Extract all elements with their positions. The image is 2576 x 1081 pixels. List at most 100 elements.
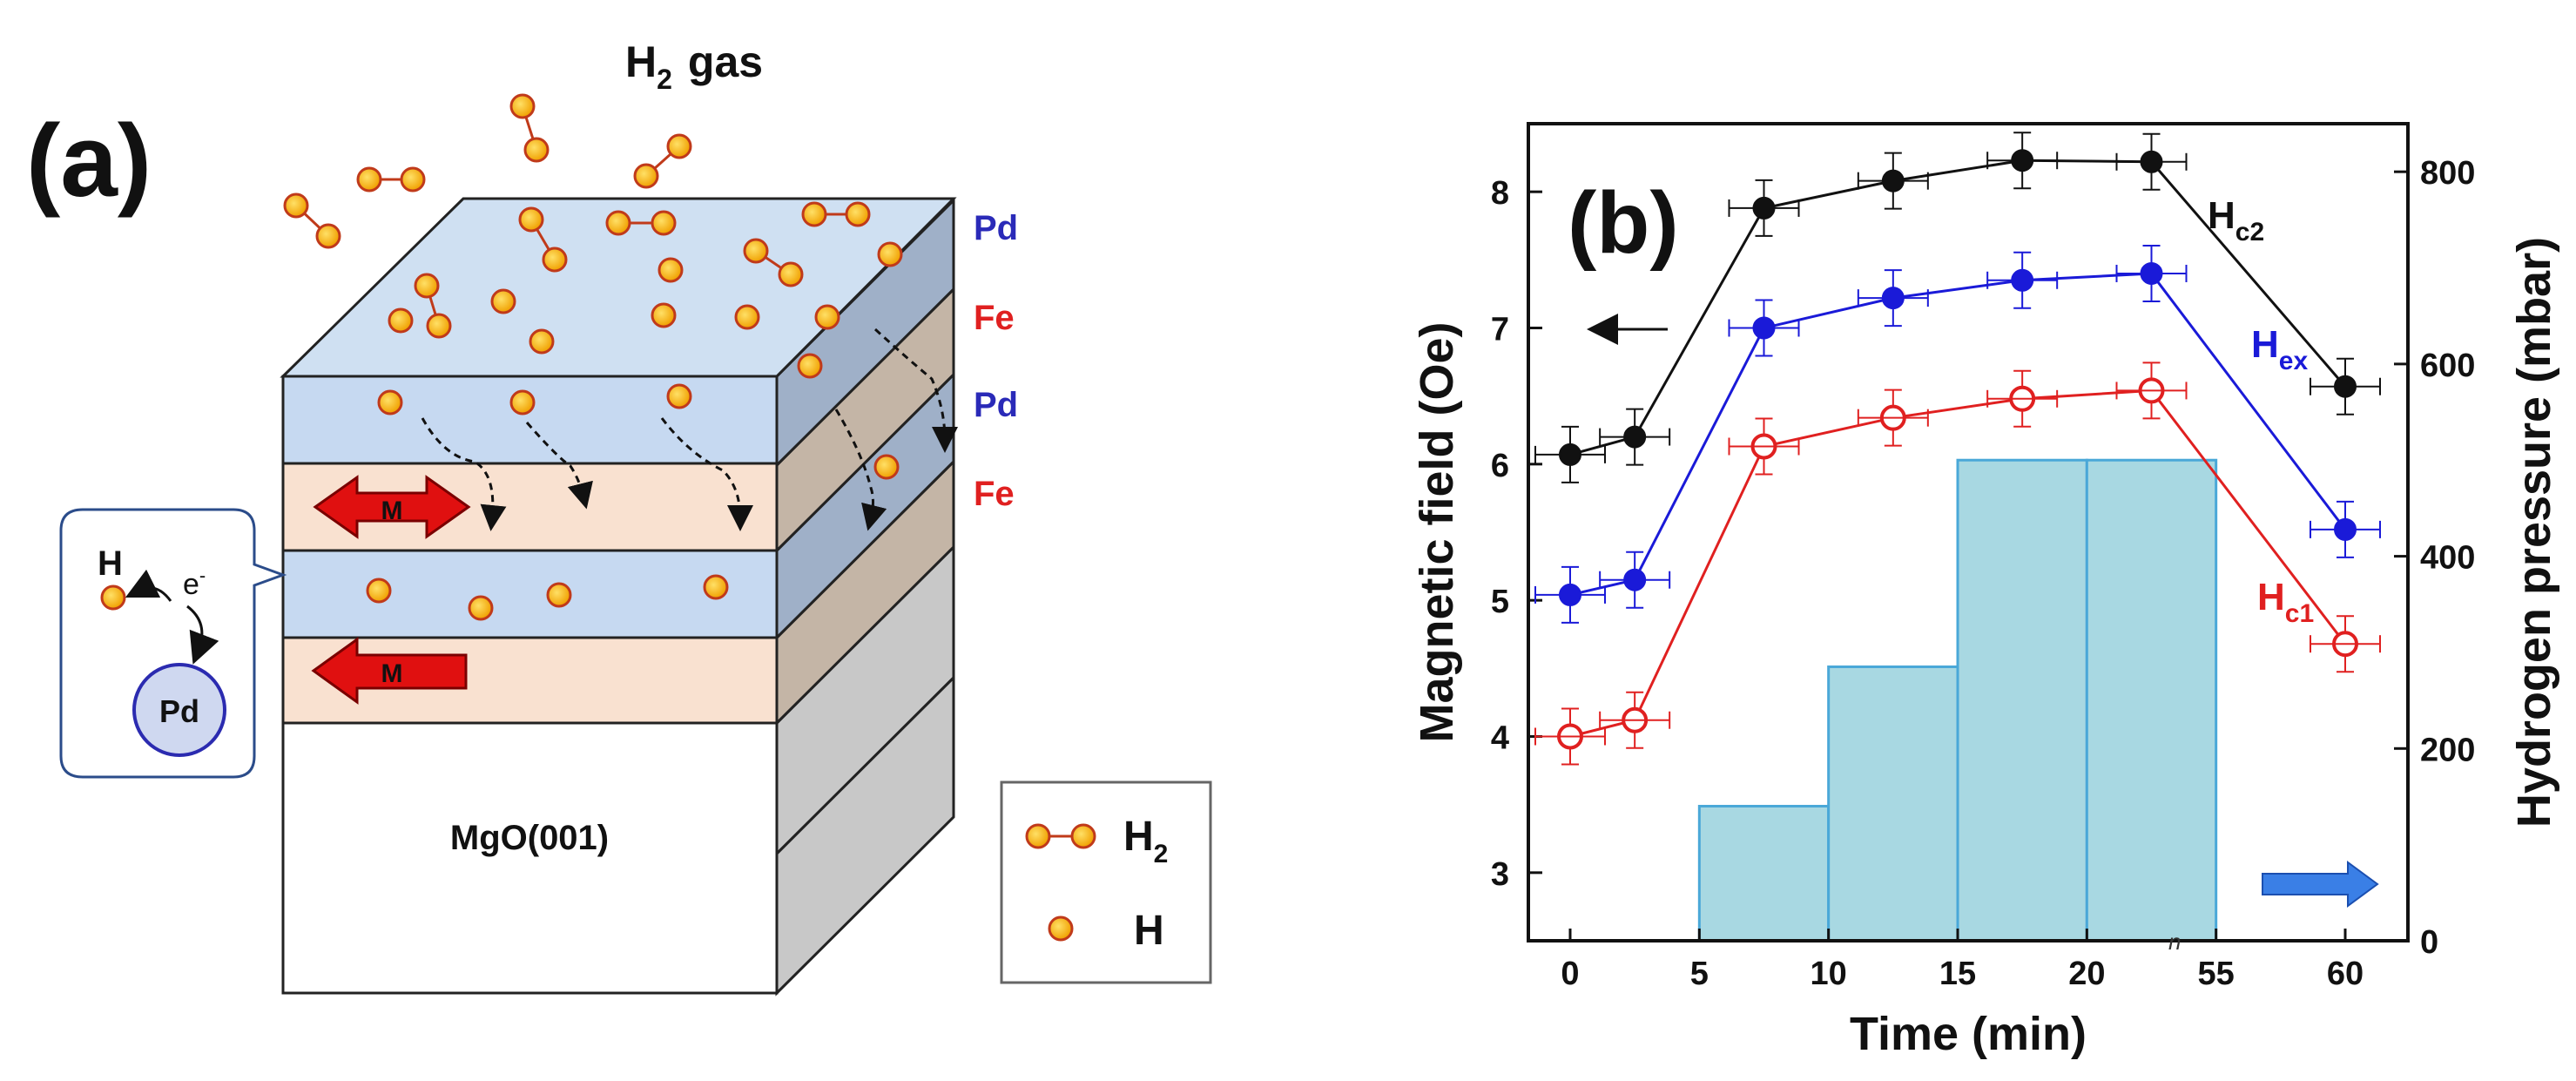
marker [2011, 268, 2034, 292]
data-point [1728, 299, 1800, 357]
gas-title: H2 gas [625, 37, 763, 95]
x-tick-label: 10 [1811, 956, 1847, 992]
inset-bubble: H e- Pd [59, 508, 287, 779]
data-point [2115, 244, 2188, 302]
h2-molecule [518, 206, 568, 273]
data-point [2310, 500, 2381, 558]
h-atom [814, 304, 840, 330]
magnetization-left-arrow: M [311, 637, 468, 705]
legend-box [1000, 780, 1212, 984]
data-point [1534, 565, 1606, 624]
chart-labels: Time (min) Magnetic field (Oe) Hydrogen pr… [1411, 237, 2560, 1060]
h2-molecule [801, 201, 871, 227]
x-axis-label: Time (min) [1850, 1008, 2087, 1060]
h-atom [797, 353, 823, 379]
marker [1752, 196, 1776, 220]
pressure-bar [1827, 665, 1959, 942]
h-atoms [366, 241, 903, 621]
data-point [1857, 269, 1929, 328]
data-point [1599, 551, 1671, 609]
y2-tick-label: 0 [2420, 924, 2438, 961]
marker [1559, 443, 1581, 466]
panel-b-label: (b) [1568, 174, 1679, 272]
pressure-bar [1956, 458, 2088, 942]
series-label: Hex [2251, 323, 2308, 375]
h2-molecule [414, 273, 452, 339]
plot-frame [1527, 122, 2410, 942]
inset-pd-label: Pd [159, 693, 199, 729]
marker [1881, 287, 1905, 310]
marker [1623, 425, 1647, 449]
inset-pd-circle [132, 663, 226, 757]
y2-tick-label: 600 [2420, 348, 2475, 384]
marker [1559, 583, 1581, 606]
pd-middle-layer [281, 549, 779, 639]
x-tick-label: 60 [2327, 956, 2364, 992]
y-tick-label: 3 [1491, 856, 1509, 893]
data-point [1534, 425, 1606, 483]
substrate-front [281, 721, 779, 995]
layer-labels: Pd Fe Pd Fe [974, 209, 1018, 513]
data-point [2310, 357, 2381, 416]
data-point [1534, 707, 1606, 766]
series-Hc1: Hc1 [1534, 361, 2381, 766]
y2-tick-label: 200 [2420, 732, 2475, 768]
data-point [1986, 251, 2059, 309]
pressure-bars [1697, 458, 2218, 942]
data-point [2115, 361, 2188, 420]
y2-axis-label: Hydrogen pressure (mbar) [2508, 237, 2560, 828]
inset-atom-label: H [98, 544, 123, 583]
h-atom [490, 288, 516, 314]
marker [2011, 149, 2034, 172]
h-atom [468, 595, 494, 621]
marker [1623, 568, 1647, 591]
data-point [2115, 132, 2188, 191]
h-atom [877, 241, 903, 267]
h-atom [366, 578, 392, 604]
x-tick-label: 5 [1690, 956, 1709, 992]
h-atom [873, 454, 900, 480]
legend-h-label: H [1134, 908, 1164, 954]
y-tick-label: 8 [1491, 175, 1509, 212]
x-tick-label: 15 [1939, 956, 1976, 992]
legend-h-icon [1048, 915, 1074, 942]
marker [1752, 316, 1776, 340]
h2-molecule [633, 133, 692, 189]
data-point [1728, 417, 1800, 476]
pd-top-layer [281, 375, 779, 465]
inset-arrow-left [125, 569, 172, 602]
y-tick-label: 4 [1491, 720, 1509, 757]
pressure-bar [2085, 458, 2218, 942]
h2-molecule [605, 210, 677, 236]
x-tick-label: 0 [1561, 956, 1579, 992]
inset-electron-label: e- [183, 564, 206, 601]
data-point [1986, 132, 2059, 190]
legend-a: H2 H [1000, 780, 1212, 984]
h-atom [509, 389, 536, 416]
marker [2334, 375, 2357, 398]
y2-tick-label: 800 [2420, 155, 2475, 192]
y-axis-label: Magnetic field (Oe) [1411, 321, 1463, 742]
y-tick-label: 6 [1491, 448, 1509, 484]
y-tick-label: 7 [1491, 312, 1509, 348]
diffusion-arrows [421, 328, 958, 531]
marker [2140, 261, 2163, 285]
series-Hc2: Hc2 [1534, 132, 2381, 483]
magnet-label-bottom: M [381, 659, 403, 688]
axis-break-mark: n [2168, 929, 2181, 955]
legend-h2-label: H2 [1123, 814, 1168, 868]
panel-a: (a) H2 gas MgO(001) Pd Fe P [26, 37, 1212, 997]
marker [1881, 169, 1905, 193]
inset-arrow-down [186, 605, 219, 665]
layer-label-fe-2: Fe [974, 475, 1015, 513]
data-point [1857, 152, 1929, 210]
layer-label-pd-1: Pd [974, 209, 1018, 247]
h-atom [388, 307, 414, 334]
h2-molecule [356, 166, 426, 193]
h-atom [657, 257, 684, 283]
h2-molecule [743, 238, 804, 287]
h-atom [529, 328, 555, 355]
h-atom [666, 383, 692, 409]
